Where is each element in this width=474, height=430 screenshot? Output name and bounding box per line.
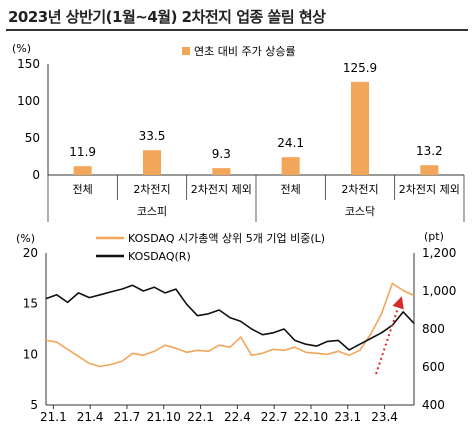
bar-y-unit: (%) — [12, 42, 31, 55]
bar-category-label: 2차전지 — [133, 183, 170, 196]
line-x-tick-label: 22.1 — [187, 410, 214, 424]
bar-legend-label: 연초 대비 주가 상승률 — [194, 45, 296, 58]
line-y-left-tick-label: 5 — [30, 398, 38, 412]
bar-category-label: 전체 — [281, 183, 301, 196]
line-y-left-tick-label: 15 — [23, 297, 38, 311]
bar-y-tick-label: 0 — [32, 168, 40, 182]
line-y-right-tick-label: 400 — [422, 398, 445, 412]
line-x-tick-label: 22.4 — [224, 410, 251, 424]
bar-value-label: 13.2 — [416, 144, 443, 158]
bar-value-label: 24.1 — [277, 136, 304, 150]
bar-legend-swatch — [182, 47, 190, 55]
line-y-left-tick-label: 20 — [23, 246, 38, 260]
line-chart: (%) (pt) 5 10 15 20 400 600 800 1,000 1,200 21.1 21.… — [16, 230, 456, 424]
line-legend-label: KOSDAQ(R) — [128, 250, 191, 263]
line-x-tick-label: 21.10 — [147, 410, 181, 424]
bar — [281, 157, 300, 175]
line-y-right-tick-label: 600 — [422, 360, 445, 374]
line-x-tick-label: 21.4 — [77, 410, 104, 424]
bar — [351, 81, 369, 175]
bar-value-label: 33.5 — [139, 129, 166, 143]
bar-group-label: 코스피 — [137, 205, 167, 218]
bar-y-tick-label: 150 — [17, 57, 40, 71]
bar-category-label: 2차전지 제외 — [399, 183, 460, 196]
bar-value-label: 9.3 — [212, 147, 231, 161]
bar-category-label: 2차전지 제외 — [191, 183, 252, 196]
line-legend-label: KOSDAQ 시가총액 상위 5개 기업 비중(L) — [128, 232, 325, 245]
line-x-tick-label: 23.1 — [334, 410, 361, 424]
bar-category-label: 2차전지 — [341, 183, 378, 196]
line-x-tick-label: 23.4 — [371, 410, 398, 424]
series-line-left — [45, 282, 415, 368]
bar — [420, 165, 439, 175]
bar-value-label: 125.9 — [343, 61, 377, 75]
line-x-tick-label: 22.7 — [261, 410, 288, 424]
chart-title: 2023년 상반기(1월~4월) 2차전지 업종 쏠림 현상 — [8, 8, 326, 26]
bar — [143, 150, 161, 175]
line-x-tick-label: 22.10 — [294, 410, 328, 424]
bar-y-tick-label: 100 — [17, 94, 40, 108]
bar-y-tick-label: 50 — [25, 131, 40, 145]
line-y-right-tick-label: 800 — [422, 322, 445, 336]
bar-group-label: 코스닥 — [345, 205, 375, 218]
series-line-right — [45, 284, 415, 351]
title-rule — [6, 29, 468, 31]
bar — [73, 166, 92, 175]
line-x-tick-label: 21.7 — [114, 410, 141, 424]
bar-category-label: 전체 — [73, 183, 93, 196]
line-y-right-tick-label: 1,000 — [422, 284, 456, 298]
bar-value-label: 11.9 — [69, 145, 96, 159]
bar-chart: (%) 0 50 100 150 연초 대비 주가 상승률 11.9 전체 33.5 2차전지 9.… — [12, 42, 465, 222]
bar — [212, 168, 231, 175]
line-y-right-tick-label: 1,200 — [422, 246, 456, 260]
line-y-right-unit: (pt) — [424, 230, 444, 243]
trend-arrow — [375, 296, 404, 375]
line-x-tick-label: 21.1 — [40, 410, 67, 424]
line-y-left-unit: (%) — [16, 232, 35, 245]
line-y-left-tick-label: 10 — [23, 347, 38, 361]
